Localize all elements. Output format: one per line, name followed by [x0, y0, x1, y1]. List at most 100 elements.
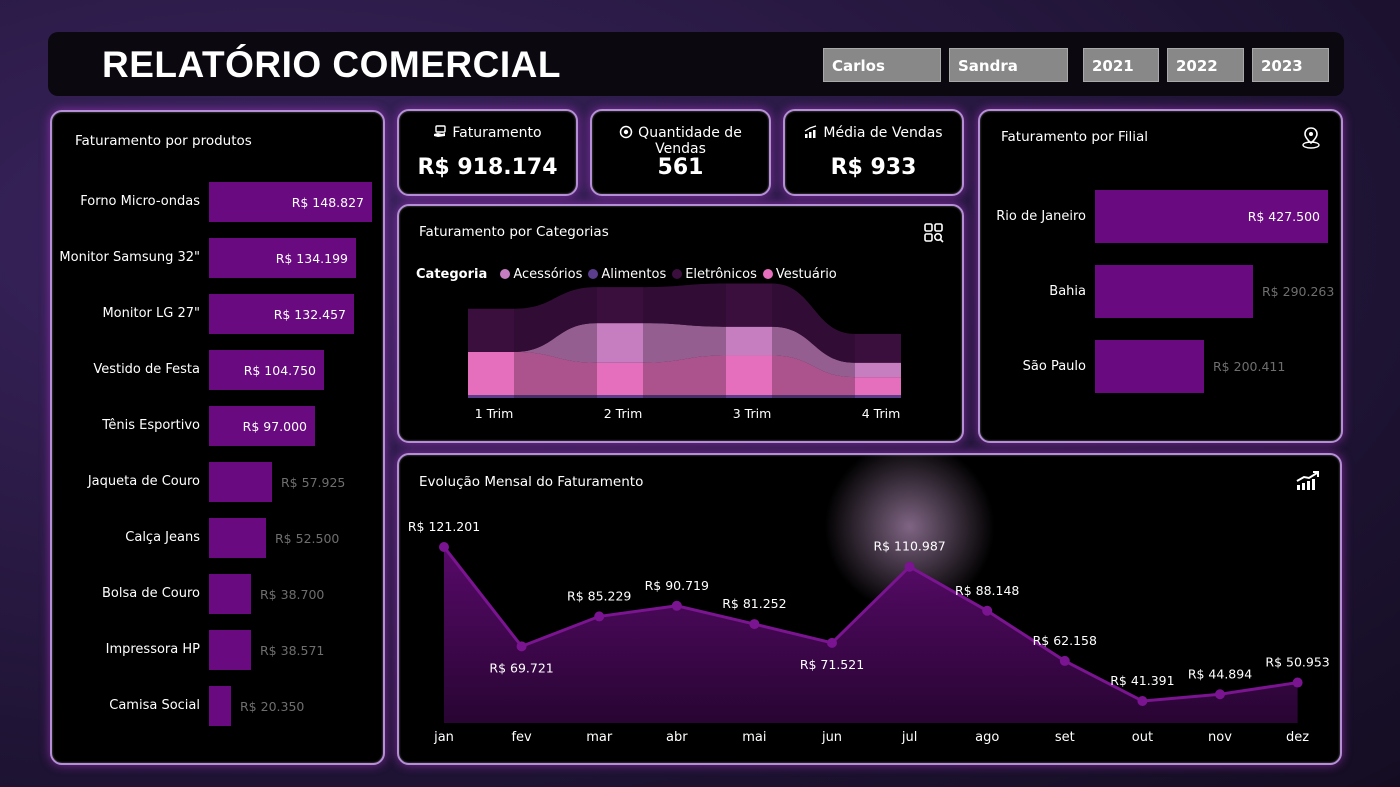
monthly-point	[1059, 655, 1070, 666]
monthly-value-label: R$ 110.987	[873, 539, 945, 554]
product-name: Forno Micro-ondas	[80, 194, 200, 209]
month-tick-label: jan	[433, 730, 454, 745]
seller-filter-carlos[interactable]: Carlos	[823, 48, 941, 82]
category-ribbon	[643, 323, 726, 363]
categories-panel: Faturamento por Categorias Categoria Ace…	[397, 204, 964, 443]
product-bar[interactable]	[209, 238, 356, 278]
legend-item[interactable]: Acessórios	[513, 267, 583, 282]
product-value-label: R$ 134.199	[275, 251, 348, 266]
quarter-label: 1 Trim	[475, 406, 514, 421]
category-ribbon	[514, 351, 597, 396]
monthly-line-chart: R$ 121.201 jan R$ 69.721 fev R$ 85.229 mar R$ …	[408, 455, 1330, 745]
categories-title: Faturamento por Categorias	[419, 224, 609, 240]
monthly-value-label: R$ 50.953	[1265, 655, 1329, 670]
kpi-avg-sales-value: R$ 933	[830, 155, 917, 180]
year-filter-2021[interactable]: 2021	[1083, 48, 1159, 82]
product-value-label: R$ 97.000	[242, 419, 307, 434]
year-filter-2022[interactable]: 2022	[1167, 48, 1244, 82]
product-value-label: R$ 52.500	[275, 531, 340, 546]
monthly-area	[444, 546, 1298, 723]
seller-filter-sandra[interactable]: Sandra	[949, 48, 1068, 82]
category-ribbon	[772, 326, 855, 378]
year-filter-2023[interactable]: 2023	[1252, 48, 1329, 82]
month-tick-label: mai	[742, 730, 766, 745]
branches-title: Faturamento por Filial	[1001, 129, 1149, 145]
kpi-card-revenue: Faturamento R$ 918.174	[397, 109, 578, 196]
monthly-panel: Evolução Mensal do Faturamento R$ 121.20…	[397, 453, 1342, 765]
category-segment	[855, 377, 901, 396]
legend-item[interactable]: Vestuário	[775, 267, 837, 282]
legend-dot	[588, 269, 599, 279]
product-bar[interactable]	[209, 350, 324, 390]
legend-item[interactable]: Alimentos	[601, 267, 667, 282]
monthly-point	[671, 600, 682, 611]
category-segment	[726, 283, 772, 327]
category-ribbon	[514, 323, 597, 363]
monthly-value-label: R$ 62.158	[1033, 633, 1097, 648]
branch-name: Rio de Janeiro	[996, 209, 1086, 224]
monthly-point	[1292, 677, 1303, 688]
month-tick-label: abr	[666, 730, 688, 745]
category-segment	[597, 395, 643, 398]
branch-bar[interactable]	[1095, 265, 1253, 318]
kpi-card-sales-count: Quantidade de Vendas 561	[590, 109, 771, 196]
product-bar[interactable]	[209, 182, 372, 222]
kpi-card-avg-sales: Média de Vendas R$ 933	[783, 109, 964, 196]
product-name: Camisa Social	[109, 698, 200, 713]
category-segment	[726, 355, 772, 396]
branch-value-label: R$ 427.500	[1247, 209, 1320, 224]
grid-search-icon[interactable]	[923, 222, 945, 244]
branch-bar[interactable]	[1095, 190, 1328, 243]
highlight-glow	[824, 455, 995, 612]
monthly-value-label: R$ 41.391	[1110, 673, 1174, 688]
categories-legend: Categoria Acessórios Alimentos Eletrônicos…	[416, 267, 837, 282]
categories-ribbon-chart: 1 Trim 2 Trim 3 Trim 4 Trim	[468, 283, 901, 421]
legend-dot	[672, 269, 683, 279]
monthly-value-label: R$ 90.719	[645, 578, 709, 593]
product-name: Bolsa de Couro	[101, 586, 200, 601]
monthly-point	[516, 641, 527, 652]
category-segment	[597, 287, 643, 324]
quarter-label: 2 Trim	[604, 406, 643, 421]
quarter-label: 3 Trim	[733, 406, 772, 421]
monthly-point	[1215, 689, 1225, 700]
category-segment	[597, 362, 643, 396]
product-name: Vestido de Festa	[93, 362, 200, 377]
category-segment	[855, 333, 901, 363]
monthly-point	[594, 611, 605, 622]
month-tick-label: dez	[1286, 730, 1309, 745]
month-tick-label: jul	[901, 730, 917, 745]
product-value-label: R$ 104.750	[243, 363, 316, 378]
product-bar[interactable]	[209, 686, 231, 726]
monthly-point	[904, 561, 915, 572]
branch-name: Bahia	[1049, 284, 1086, 299]
category-ribbon	[514, 287, 597, 352]
category-segment	[468, 351, 514, 396]
product-bar[interactable]	[209, 630, 251, 670]
product-name: Monitor LG 27"	[102, 306, 200, 321]
branch-bar[interactable]	[1095, 340, 1204, 393]
monthly-point	[1137, 696, 1148, 707]
product-bar[interactable]	[209, 294, 354, 334]
monthly-value-label: R$ 81.252	[722, 596, 786, 611]
category-ribbon	[514, 395, 597, 398]
product-name: Jaqueta de Couro	[87, 474, 200, 489]
products-panel: Faturamento por produtos Forno Micro-ond…	[50, 110, 385, 765]
quarter-label: 4 Trim	[862, 406, 901, 421]
product-value-label: R$ 20.350	[240, 699, 305, 714]
monthly-point	[982, 605, 993, 616]
legend-item[interactable]: Eletrônicos	[685, 267, 757, 282]
product-bar[interactable]	[209, 406, 315, 446]
legend-dot	[762, 269, 773, 279]
month-tick-label: fev	[511, 730, 532, 745]
category-segment	[855, 395, 901, 398]
category-segment	[468, 308, 514, 352]
kpi-sales-count-label: Quantidade de Vendas	[638, 125, 742, 157]
month-tick-label: jun	[821, 730, 842, 745]
product-bar[interactable]	[209, 518, 266, 558]
target-icon	[619, 125, 633, 139]
category-segment	[597, 323, 643, 363]
product-bar[interactable]	[209, 462, 272, 502]
product-bar[interactable]	[209, 574, 251, 614]
month-tick-label: mar	[586, 730, 613, 745]
